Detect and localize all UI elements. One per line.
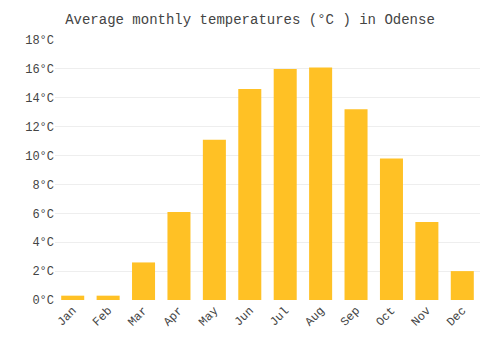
svg-text:Oct: Oct xyxy=(373,304,398,329)
svg-text:8°C: 8°C xyxy=(32,179,54,193)
svg-text:Jan: Jan xyxy=(55,304,80,329)
svg-text:12°C: 12°C xyxy=(25,121,54,135)
svg-text:Sep: Sep xyxy=(338,304,363,329)
svg-text:16°C: 16°C xyxy=(25,63,54,77)
svg-text:18°C: 18°C xyxy=(25,34,54,48)
svg-text:Apr: Apr xyxy=(161,304,186,329)
svg-text:Mar: Mar xyxy=(125,304,150,329)
svg-text:6°C: 6°C xyxy=(32,208,54,222)
svg-text:Jul: Jul xyxy=(267,304,292,329)
svg-text:2°C: 2°C xyxy=(32,265,54,279)
svg-text:Dec: Dec xyxy=(444,304,469,329)
svg-text:0°C: 0°C xyxy=(32,294,54,308)
svg-text:Nov: Nov xyxy=(409,304,434,329)
svg-text:Aug: Aug xyxy=(303,304,328,329)
svg-text:10°C: 10°C xyxy=(25,150,54,164)
svg-text:4°C: 4°C xyxy=(32,236,54,250)
svg-text:Feb: Feb xyxy=(90,304,115,329)
svg-text:14°C: 14°C xyxy=(25,92,54,106)
svg-text:May: May xyxy=(196,304,221,329)
svg-text:Average monthly temperatures (: Average monthly temperatures (°C ) in Od… xyxy=(65,12,435,28)
svg-text:Jun: Jun xyxy=(232,304,257,329)
